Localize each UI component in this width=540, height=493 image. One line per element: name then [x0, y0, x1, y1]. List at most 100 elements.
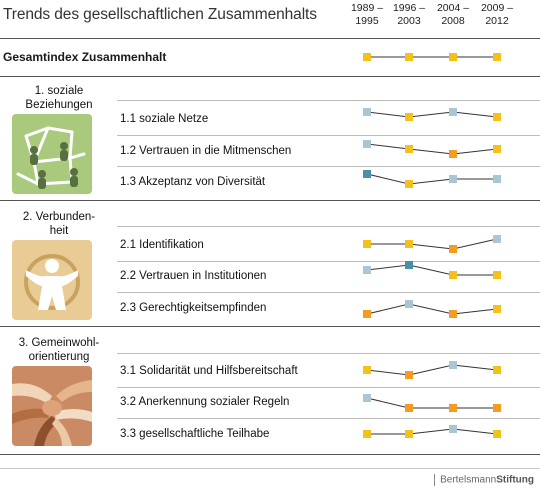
trend-marker-3-1-1 — [363, 366, 371, 374]
section-title-line2: Beziehungen — [25, 99, 93, 111]
logo-part2: Stiftung — [496, 474, 534, 486]
section-divider — [0, 326, 540, 327]
logo-part1: Bertelsmann — [440, 474, 497, 486]
row-divider — [117, 100, 540, 101]
row-label-3-1: 3.1 Solidarität und Hilfsbereitschaft — [120, 365, 298, 377]
trend-marker-1-2-4 — [493, 145, 501, 153]
trend-line-2-3 — [366, 303, 498, 315]
trend-marker-1-1-1 — [363, 108, 371, 116]
period-header-2: 1996 – 2003 — [386, 2, 432, 28]
trend-marker-3-2-4 — [493, 404, 501, 412]
section-3-title: 3. Gemeinwohl- orientierung — [3, 336, 115, 364]
trend-marker-1-3-2 — [405, 180, 413, 188]
row-divider — [117, 353, 540, 354]
trend-marker-2-1-4 — [493, 235, 501, 243]
chart-title: Trends des gesellschaftlichen Zusammenha… — [3, 6, 317, 23]
row-label-1-1: 1.1 soziale Netze — [120, 113, 209, 125]
section-divider — [0, 200, 540, 201]
trend-marker-3-2-3 — [449, 404, 457, 412]
period-line2: 2012 — [485, 15, 509, 27]
row-divider — [117, 292, 540, 293]
trend-marker-1-1-3 — [449, 108, 457, 116]
trend-marker-1-3-4 — [493, 175, 501, 183]
trend-line-1-2 — [366, 143, 498, 155]
row-divider — [117, 387, 540, 388]
trend-marker-3-2-1 — [363, 394, 371, 402]
trend-marker-2-3-2 — [405, 300, 413, 308]
trend-marker-3-1-4 — [493, 366, 501, 374]
period-header-4: 2009 – 2012 — [474, 2, 520, 28]
period-line2: 2003 — [397, 15, 421, 27]
period-header-3: 2004 – 2008 — [430, 2, 476, 28]
bertelsmann-stiftung-logo: BertelsmannStiftung — [434, 474, 534, 486]
overall-index-label: Gesamtindex Zusammenhalt — [3, 50, 167, 64]
trend-marker-1-3-1 — [363, 170, 371, 178]
stacked-hands-icon — [12, 366, 92, 446]
row-divider — [117, 261, 540, 262]
trend-marker-1-1-2 — [405, 113, 413, 121]
trend-marker-3-3-2 — [405, 430, 413, 438]
section-1-title: 1. soziale Beziehungen — [3, 84, 115, 112]
trend-line-3-2 — [366, 397, 497, 409]
trend-marker-2-1-2 — [405, 240, 413, 248]
period-line1: 2009 – — [480, 2, 514, 14]
period-header-1: 1989 – 1995 — [344, 2, 390, 28]
trend-line-3-3 — [367, 428, 498, 435]
row-label-1-2: 1.2 Vertrauen in die Mitmenschen — [120, 145, 292, 157]
trend-line-3-1 — [366, 364, 498, 376]
trend-line-2-2 — [366, 264, 497, 276]
footer-divider — [0, 454, 540, 455]
trend-marker-1-3-3 — [449, 175, 457, 183]
row-label-2-1: 2.1 Identifikation — [120, 239, 204, 251]
header-divider — [0, 38, 540, 39]
trend-marker-overall-1 — [363, 53, 371, 61]
period-line2: 2008 — [441, 15, 465, 27]
trend-marker-3-3-1 — [363, 430, 371, 438]
trend-marker-2-2-3 — [449, 271, 457, 279]
row-divider — [117, 418, 540, 419]
row-label-2-2: 2.2 Vertrauen in Institutionen — [120, 270, 267, 282]
row-label-1-3: 1.3 Akzeptanz von Diversität — [120, 176, 266, 188]
trend-marker-1-2-3 — [449, 150, 457, 158]
trend-line-1-1 — [366, 111, 498, 118]
trend-marker-3-2-2 — [405, 404, 413, 412]
overall-divider — [0, 76, 540, 77]
section-title-line1: 1. soziale — [34, 85, 84, 97]
trend-marker-1-1-4 — [493, 113, 501, 121]
trend-marker-2-3-4 — [493, 305, 501, 313]
trend-marker-2-2-1 — [363, 266, 371, 274]
row-divider — [117, 226, 540, 227]
people-network-icon — [12, 114, 92, 194]
row-label-3-3: 3.3 gesellschaftliche Teilhabe — [120, 428, 270, 440]
section-title-line1: 3. Gemeinwohl- — [18, 337, 100, 349]
period-line2: 1995 — [355, 15, 379, 27]
logo-separator — [434, 474, 436, 486]
period-line1: 1989 – — [350, 2, 384, 14]
trend-marker-3-1-3 — [449, 361, 457, 369]
trend-marker-overall-3 — [449, 53, 457, 61]
period-line1: 1996 – — [392, 2, 426, 14]
section-2-title: 2. Verbunden- heit — [3, 210, 115, 238]
trend-marker-2-2-2 — [405, 261, 413, 269]
trend-marker-1-2-1 — [363, 140, 371, 148]
trend-marker-2-1-1 — [363, 240, 371, 248]
row-divider — [117, 135, 540, 136]
trend-marker-2-1-3 — [449, 245, 457, 253]
trend-line-2-1 — [367, 238, 498, 250]
trend-marker-2-2-4 — [493, 271, 501, 279]
trend-marker-1-2-2 — [405, 145, 413, 153]
trend-marker-3-3-4 — [493, 430, 501, 438]
trend-marker-overall-2 — [405, 53, 413, 61]
trend-marker-2-3-3 — [449, 310, 457, 318]
footer-rule — [0, 468, 540, 469]
section-title-line2: heit — [49, 225, 69, 237]
section-title-line1: 2. Verbunden- — [22, 211, 96, 223]
person-circle-icon — [12, 240, 92, 320]
trend-marker-2-3-1 — [363, 310, 371, 318]
row-divider — [117, 166, 540, 167]
row-label-3-2: 3.2 Anerkennung sozialer Regeln — [120, 396, 290, 408]
row-label-2-3: 2.3 Gerechtigkeitsempfinden — [120, 302, 267, 314]
trend-marker-3-1-2 — [405, 371, 413, 379]
